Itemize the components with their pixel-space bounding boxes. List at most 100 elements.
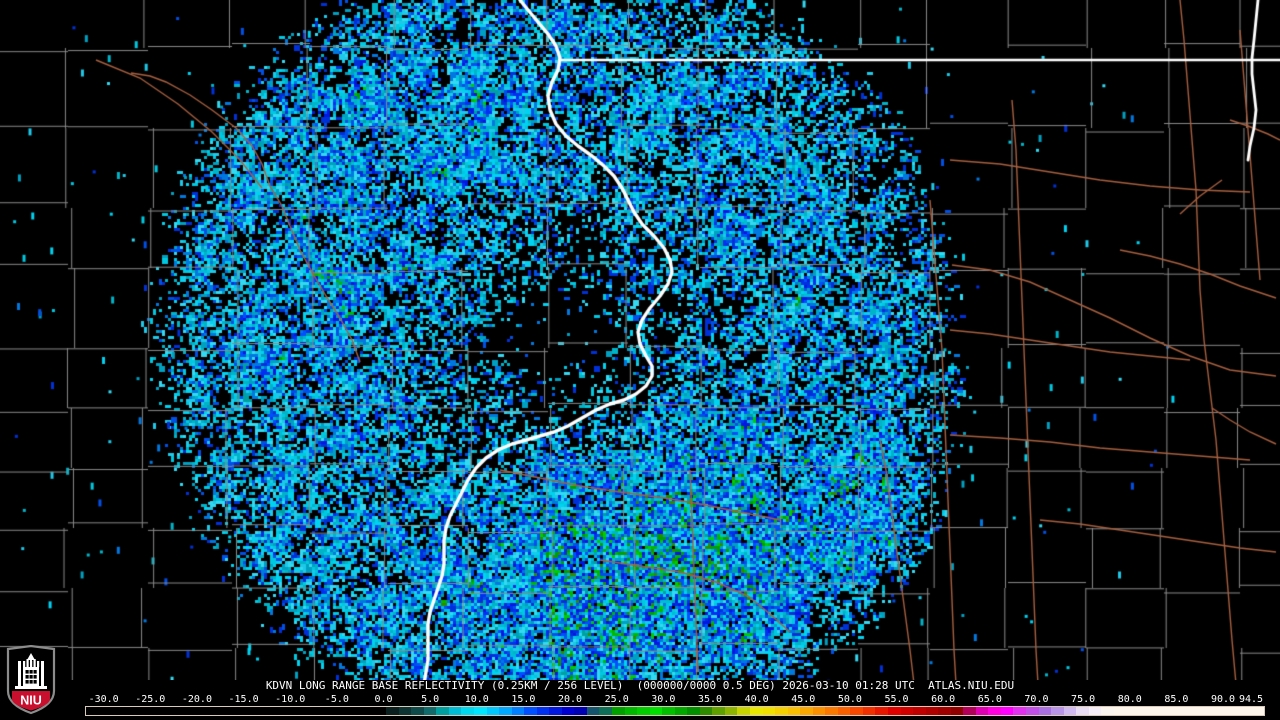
colorbar-gradient [85,706,1265,716]
colorbar-segment [988,706,1001,716]
colorbar-segment [724,706,738,716]
colorbar-segment [1201,706,1215,716]
colorbar-tick-label: -25.0 [135,694,166,705]
colorbar-tick-label: 0.0 [374,694,393,705]
colorbar-segment [361,706,374,716]
colorbar-segment [398,706,412,716]
colorbar-segment [1026,706,1039,716]
colorbar-tick-labels: -30.0 -25.0 -20.0 -15.0 -10.0 -5.0 0.0 5.0 10.0 1… [85,694,1265,705]
colorbar-segment [511,706,525,716]
colorbar-segment [1189,706,1202,716]
colorbar-segment [260,706,274,716]
colorbar-segment [699,706,713,716]
colorbar-segment [674,706,688,716]
colorbar-segment [1251,706,1265,716]
niu-logo[interactable]: NIU [5,644,57,715]
niu-shield-icon: NIU [6,644,56,715]
colorbar-segment [1000,706,1014,716]
colorbar-segment [812,706,826,716]
colorbar-segment [386,706,399,716]
colorbar-segment [837,706,851,716]
colorbar-segment [285,706,299,716]
product-title: KDVN LONG RANGE BASE REFLECTIVITY (0.25K… [265,679,1015,692]
colorbar[interactable] [85,706,1265,716]
colorbar-segment [110,706,123,716]
colorbar-segment [310,706,324,716]
colorbar-tick-label: 40.0 [744,694,769,705]
colorbar-segment [335,706,349,716]
colorbar-segment [1126,706,1139,716]
colorbar-segment [1088,706,1102,716]
colorbar-segment [875,706,888,716]
colorbar-segment [561,706,575,716]
colorbar-segment [273,706,286,716]
colorbar-segment [687,706,700,716]
colorbar-segment [975,706,989,716]
colorbar-segment [574,706,587,716]
colorbar-segment [348,706,362,716]
colorbar-segment [662,706,675,716]
colorbar-segment [737,706,750,716]
colorbar-segment [122,706,136,716]
colorbar-tick-label: -20.0 [181,694,212,705]
colorbar-segment [888,706,901,716]
colorbar-segment [1151,706,1165,716]
colorbar-segment [411,706,424,716]
niu-wordmark: NIU [20,694,42,708]
colorbar-segment [938,706,951,716]
colorbar-segment [448,706,462,716]
colorbar-tick-label: 30.0 [651,694,676,705]
colorbar-segment [1176,706,1190,716]
colorbar-segment [762,706,776,716]
colorbar-segment [1239,706,1252,716]
colorbar-segment [950,706,964,716]
colorbar-segment [1138,706,1152,716]
colorbar-tick-label: 20.0 [558,694,583,705]
colorbar-tick-label: 15.0 [511,694,536,705]
colorbar-segment [850,706,863,716]
colorbar-segment [536,706,550,716]
colorbar-segment [749,706,763,716]
colorbar-segment [524,706,537,716]
colorbar-segment [787,706,801,716]
colorbar-segment [298,706,311,716]
colorbar-segment [461,706,474,716]
colorbar-segment [235,706,249,716]
colorbar-segment [913,706,926,716]
colorbar-tick-label: -15.0 [228,694,259,705]
colorbar-segment [712,706,725,716]
colorbar-tick-label: 55.0 [884,694,909,705]
colorbar-segment [147,706,161,716]
colorbar-segment [1164,706,1177,716]
colorbar-tick-label: 45.0 [791,694,816,705]
colorbar-segment [185,706,198,716]
colorbar-segment [862,706,876,716]
colorbar-tick-label: 10.0 [464,694,489,705]
colorbar-segment [1101,706,1114,716]
colorbar-segment [649,706,663,716]
colorbar-segment [611,706,625,716]
colorbar-segment [637,706,650,716]
colorbar-tick-label: 80.0 [1117,694,1142,705]
colorbar-segment [1038,706,1052,716]
colorbar-tick-label: 60.0 [931,694,956,705]
legend-bar: KDVN LONG RANGE BASE REFLECTIVITY (0.25K… [0,680,1280,720]
colorbar-segment [1063,706,1077,716]
colorbar-tick-label: 65.0 [977,694,1002,705]
colorbar-segment [925,706,939,716]
colorbar-segment [1051,706,1064,716]
colorbar-segment [97,706,111,716]
colorbar-segment [963,706,976,716]
colorbar-tick-label: -10.0 [275,694,306,705]
colorbar-tick-label: 75.0 [1071,694,1096,705]
colorbar-segment [1076,706,1089,716]
colorbar-tick-label: 5.0 [421,694,440,705]
colorbar-segment [135,706,148,716]
colorbar-segment [323,706,336,716]
colorbar-segment [473,706,487,716]
colorbar-segment [624,706,638,716]
colorbar-segment [223,706,236,716]
